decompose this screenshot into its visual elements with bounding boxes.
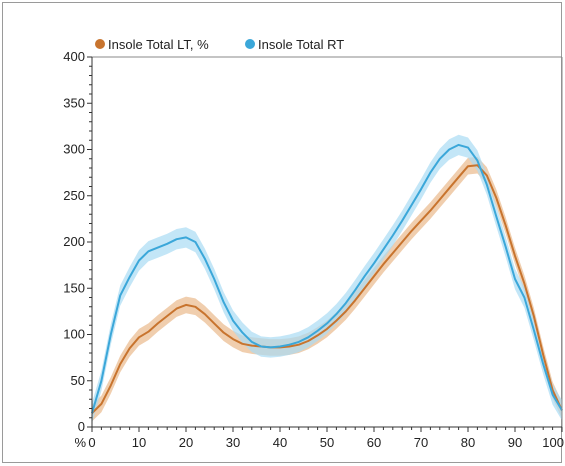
y-tick-label: 400 xyxy=(63,49,85,64)
legend-marker-0 xyxy=(95,39,105,49)
y-tick-label: 150 xyxy=(63,280,85,295)
y-tick-label: 300 xyxy=(63,142,85,157)
band-1 xyxy=(92,134,562,424)
axes: 0 50 100 150 200 250 300 350 400 0 10 20 30 40 50 60 70 8… xyxy=(63,49,564,450)
legend: Insole Total LT, % Insole Total RT xyxy=(95,37,344,52)
legend-label-0: Insole Total LT, % xyxy=(108,37,209,52)
legend-marker-1 xyxy=(245,39,255,49)
series-line-0 xyxy=(91,164,563,414)
legend-label-1: Insole Total RT xyxy=(258,37,344,52)
y-tick-label: 50 xyxy=(71,373,85,388)
y-tick-label: 250 xyxy=(63,188,85,203)
x-tick-label: 50 xyxy=(320,435,334,450)
x-tick-label: 80 xyxy=(461,435,475,450)
confidence-bands xyxy=(92,134,562,424)
x-tick-label: 40 xyxy=(273,435,287,450)
y-tick-label: 200 xyxy=(63,234,85,249)
y-tick-label: 100 xyxy=(63,327,85,342)
x-tick-label: 60 xyxy=(367,435,381,450)
x-tick-label: 100 xyxy=(542,435,564,450)
series-line-1 xyxy=(91,143,563,414)
x-tick-label: 20 xyxy=(179,435,193,450)
x-tick-label: 70 xyxy=(414,435,428,450)
x-tick-label: 30 xyxy=(226,435,240,450)
x-tick-label: 10 xyxy=(132,435,146,450)
y-tick-label: 350 xyxy=(63,95,85,110)
x-unit-label: % xyxy=(74,435,86,450)
y-tick-label: 0 xyxy=(78,419,85,434)
x-tick-label: 0 xyxy=(88,435,95,450)
series-lines xyxy=(91,143,563,414)
legend-item-1: Insole Total RT xyxy=(245,37,344,52)
x-tick-label: 90 xyxy=(508,435,522,450)
legend-item-0: Insole Total LT, % xyxy=(95,37,209,52)
